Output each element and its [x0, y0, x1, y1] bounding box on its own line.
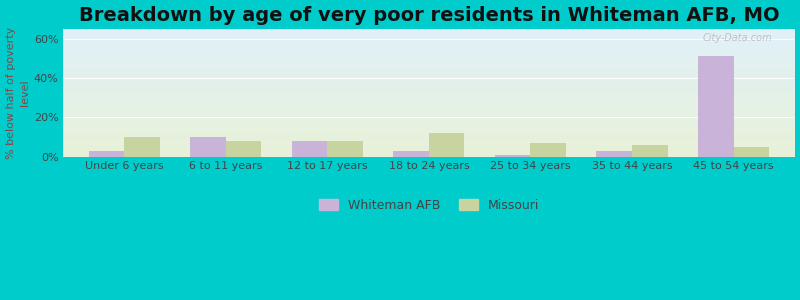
- Text: City-Data.com: City-Data.com: [703, 33, 773, 43]
- Y-axis label: % below half of poverty
level: % below half of poverty level: [6, 27, 30, 159]
- Bar: [530, 143, 566, 157]
- Bar: [698, 56, 734, 157]
- Bar: [632, 145, 667, 157]
- Legend: Whiteman AFB, Missouri: Whiteman AFB, Missouri: [314, 194, 544, 217]
- Bar: [89, 151, 124, 157]
- Bar: [495, 154, 530, 157]
- Bar: [327, 141, 363, 157]
- Bar: [394, 151, 429, 157]
- Title: Breakdown by age of very poor residents in Whiteman AFB, MO: Breakdown by age of very poor residents …: [78, 6, 779, 25]
- Bar: [190, 137, 226, 157]
- Bar: [429, 133, 465, 157]
- Bar: [292, 141, 327, 157]
- Bar: [226, 141, 262, 157]
- Bar: [124, 137, 160, 157]
- Bar: [734, 147, 769, 157]
- Bar: [597, 151, 632, 157]
